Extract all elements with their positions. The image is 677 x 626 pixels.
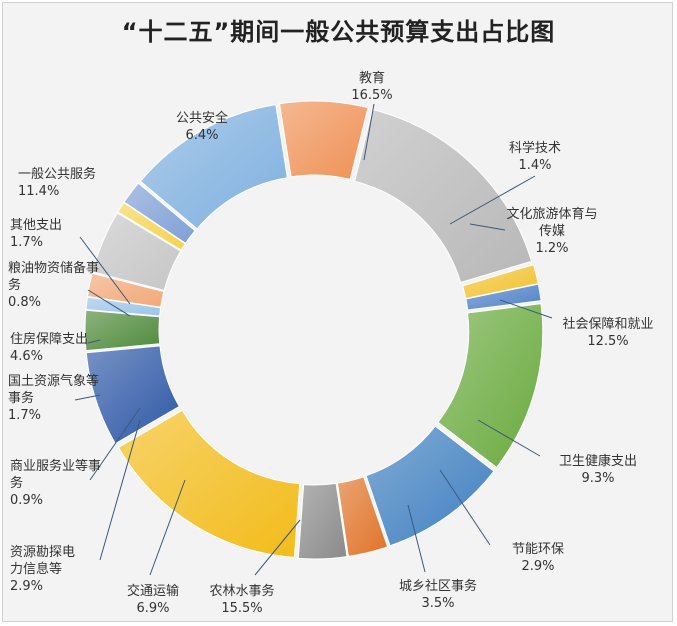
slice-11: [85, 296, 162, 317]
chart-title: “十二五”期间一般公共预算支出占比图: [121, 18, 556, 46]
slice-3: [465, 283, 542, 311]
slice-6: [336, 476, 389, 557]
slice-5: [365, 425, 495, 547]
slice-label-6: 节能环保 2.9%: [512, 542, 564, 574]
slice-label-13: 住房保障支出 4.6%: [10, 331, 88, 364]
leader-line-12: [74, 394, 101, 401]
leader-line-11: [89, 407, 141, 481]
slice-label-1: 教育 16.5%: [351, 70, 392, 103]
leader-line-10: [99, 419, 141, 561]
leader-line-5: [477, 419, 541, 457]
slice-label-14: 粮油物资储备事务 0.8%: [8, 260, 99, 310]
slice-10: [84, 309, 161, 352]
slice-4: [437, 303, 544, 469]
slice-label-5: 卫生健康支出 9.3%: [559, 453, 637, 486]
leader-line-8: [254, 519, 301, 576]
slice-label-11: 商业服务业等事务 0.9%: [10, 458, 101, 508]
slice-12: [86, 272, 165, 308]
slice-label-3: 文化旅游体育与传媒 1.2%: [506, 206, 597, 256]
leader-line-3: [469, 223, 506, 231]
leader-line-14: [87, 289, 131, 317]
slice-label-10: 资源勘探电力信息等 2.9%: [10, 545, 75, 594]
leader-line-1: [363, 103, 375, 161]
slice-label-4: 社会保障和就业 12.5%: [562, 316, 653, 349]
slice-label-8: 农林水事务 15.5%: [209, 583, 274, 616]
leader-line-4: [499, 299, 553, 319]
slice-9: [85, 345, 181, 445]
leader-line-6: [439, 469, 491, 546]
slice-8: [117, 409, 301, 558]
slice-13: [91, 212, 182, 291]
slice-label-12: 国土资源气象等事务 1.7%: [8, 373, 99, 423]
slice-14: [117, 201, 186, 251]
slice-label-7: 城乡社区事务 3.5%: [399, 578, 477, 611]
slice-17: [278, 100, 369, 181]
leader-line-13: [87, 339, 101, 344]
slice-1: [354, 108, 533, 284]
slice-16: [139, 104, 288, 230]
leader-line-15: [79, 236, 131, 305]
leader-line-2: [449, 175, 536, 225]
slice-label-9: 交通运输 6.9%: [127, 583, 179, 616]
leader-line-7: [407, 504, 426, 573]
slice-label-16: 一般公共服务 11.4%: [18, 166, 96, 199]
slice-label-17: 公共安全 6.4%: [176, 110, 228, 143]
slice-label-15: 其他支出 1.7%: [10, 218, 62, 250]
slice-7: [297, 482, 348, 560]
slice-15: [123, 182, 196, 245]
slice-2: [461, 264, 539, 300]
leader-line-9: [149, 479, 186, 576]
slice-label-2: 科学技术 1.4%: [509, 140, 561, 173]
